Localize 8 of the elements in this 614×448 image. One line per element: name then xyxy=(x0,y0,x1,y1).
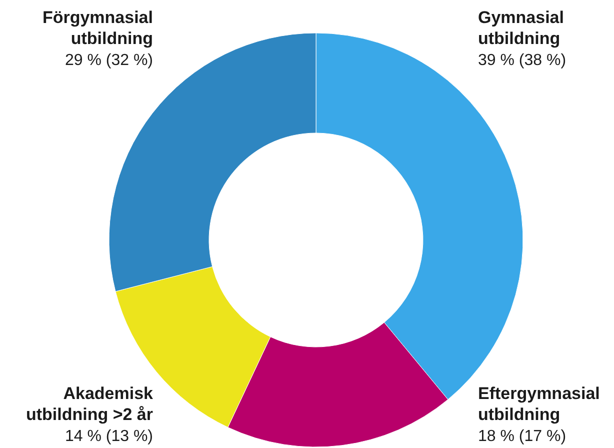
slice-label: Förgymnasial utbildning xyxy=(42,8,153,48)
slice-label: Gymnasial utbildning xyxy=(478,8,564,48)
data-label: 18 % (17 %) xyxy=(478,428,566,445)
slice-label: Akademisk utbildning >2 år xyxy=(26,384,154,424)
data-label: 14 % (13 %) xyxy=(64,428,153,445)
slice-label: Eftergymnasial utbildning xyxy=(478,384,600,424)
data-label: 39 % (38 %) xyxy=(478,52,566,69)
data-label: 29 % (32 %) xyxy=(64,52,153,69)
